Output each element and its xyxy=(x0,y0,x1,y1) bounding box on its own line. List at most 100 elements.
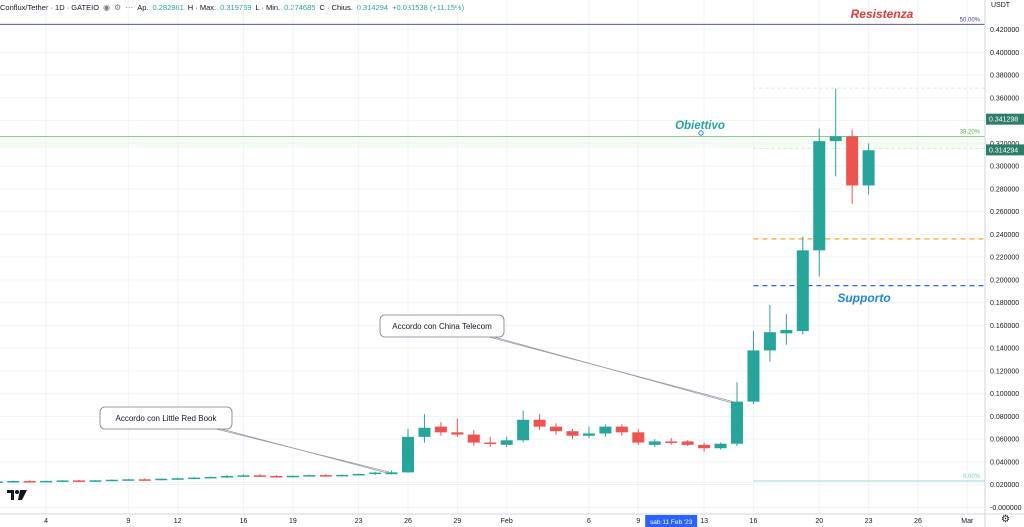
candle-body xyxy=(731,401,743,444)
more-icon[interactable]: ⋯ xyxy=(125,3,134,12)
x-tick-label: 9 xyxy=(636,518,640,525)
x-tick-label: 19 xyxy=(289,518,297,525)
candle-body xyxy=(385,472,398,475)
crosshair-date-label: sab 11 Feb '23 xyxy=(650,519,693,526)
candle-body xyxy=(369,472,382,475)
x-tick-label: 9 xyxy=(126,518,130,525)
currency-label: USDT xyxy=(991,2,1011,9)
candle-body xyxy=(780,329,793,334)
y-tick-label: -0.000000 xyxy=(990,505,1022,512)
candle-body xyxy=(500,440,513,445)
y-tick-label: 0.140000 xyxy=(990,346,1019,353)
candle-body xyxy=(122,479,135,481)
candle-body xyxy=(582,433,595,436)
tradingview-logo-icon xyxy=(7,490,27,500)
candle-body xyxy=(56,480,69,482)
candle-body xyxy=(40,480,53,483)
candle-body xyxy=(599,426,612,434)
x-tick-label: Feb xyxy=(501,518,513,525)
candle-body xyxy=(681,441,694,445)
y-tick-label: 0.300000 xyxy=(990,164,1019,171)
y-tick-label: 0.180000 xyxy=(990,300,1019,307)
y-tick-label: 0.240000 xyxy=(990,232,1019,239)
candle-body xyxy=(171,478,184,480)
candle-body xyxy=(763,332,776,351)
settings-icon[interactable]: ⚙ xyxy=(114,3,122,12)
candle-body xyxy=(632,432,645,443)
y-tick-label: 0.120000 xyxy=(990,368,1019,375)
candle-body xyxy=(105,479,118,482)
candle-body xyxy=(862,150,875,186)
price-levels: 50.00% 38.20% 0.00% xyxy=(0,17,985,483)
x-tick-label: 4 xyxy=(44,518,48,525)
close-label: C · Chius. xyxy=(319,3,353,12)
candle-body xyxy=(204,476,217,479)
candles xyxy=(0,88,875,483)
target-label: Obiettivo xyxy=(675,120,725,132)
grid xyxy=(0,0,985,514)
x-tick-label: 16 xyxy=(240,518,248,525)
x-tick-label: 26 xyxy=(404,518,412,525)
x-tick-label: 6 xyxy=(587,518,591,525)
target-marker xyxy=(698,130,704,136)
candle-body xyxy=(402,436,414,473)
candle-body xyxy=(352,473,365,476)
high-value: 0.319769 xyxy=(220,3,252,12)
y-tick-label: 0.400000 xyxy=(990,50,1019,57)
high-label: H · Max. xyxy=(187,3,217,12)
candle-body xyxy=(434,426,447,433)
x-tick-label: Mar xyxy=(961,518,974,525)
y-tick-label: 0.260000 xyxy=(990,209,1019,216)
y-tick-label: 0.220000 xyxy=(990,255,1019,262)
candle-body xyxy=(237,475,250,477)
crosshair-date-badge xyxy=(645,515,698,527)
price-tag-label: 0.314294 xyxy=(989,147,1018,154)
y-tick-label: 0.060000 xyxy=(990,437,1019,444)
y-tick-label: 0.040000 xyxy=(990,459,1019,466)
callout-box xyxy=(379,314,505,338)
y-tick-label: 0.100000 xyxy=(990,391,1019,398)
candle-body xyxy=(829,136,842,142)
candle-body xyxy=(270,476,283,478)
symbol-title[interactable]: Conflux/Tether · 1D · GATEIO xyxy=(0,3,100,12)
callout-text: Accordo con Little Red Book xyxy=(116,414,218,423)
candle-body xyxy=(846,136,859,186)
candle-body xyxy=(155,478,168,481)
candle-body xyxy=(336,474,349,477)
candle-body xyxy=(89,480,102,482)
resistance-label: Resistenza xyxy=(851,7,914,21)
candle-body xyxy=(533,419,546,427)
candle-body xyxy=(648,441,661,445)
callout-text: Accordo con China Telecom xyxy=(392,322,492,331)
x-tick-label: 13 xyxy=(700,518,708,525)
candle-body xyxy=(747,350,760,402)
price-tag xyxy=(986,113,1024,125)
candle-body xyxy=(303,475,316,477)
candle-body xyxy=(517,419,530,441)
candle-body xyxy=(698,444,711,449)
fib-level-label: 38.20% xyxy=(960,129,981,135)
open-label: Ap. xyxy=(137,3,149,12)
candle-body xyxy=(484,442,497,445)
eye-icon[interactable]: ◉ xyxy=(103,3,111,12)
annotations: Resistenza Obiettivo Supporto Accordo con C… xyxy=(99,7,914,474)
candle-body xyxy=(714,443,727,449)
y-tick-label: 0.020000 xyxy=(990,482,1019,489)
candle-body xyxy=(0,481,3,483)
candle-body xyxy=(665,441,678,443)
x-tick-label: 12 xyxy=(174,518,182,525)
candle-body xyxy=(550,426,563,432)
candle-body xyxy=(418,427,431,437)
y-tick-label: 0.380000 xyxy=(990,73,1019,80)
callout-box xyxy=(99,406,233,430)
y-tick-label: 0.200000 xyxy=(990,277,1019,284)
x-tick-label: 26 xyxy=(914,518,922,525)
chart-settings-gear-icon[interactable]: ⚙ xyxy=(1001,514,1010,525)
candle-body xyxy=(7,481,20,483)
change-value: +0.031538 (+11.15%) xyxy=(392,3,465,12)
candle-body xyxy=(566,431,579,436)
candle-body xyxy=(188,477,201,480)
candle-body xyxy=(73,480,85,482)
